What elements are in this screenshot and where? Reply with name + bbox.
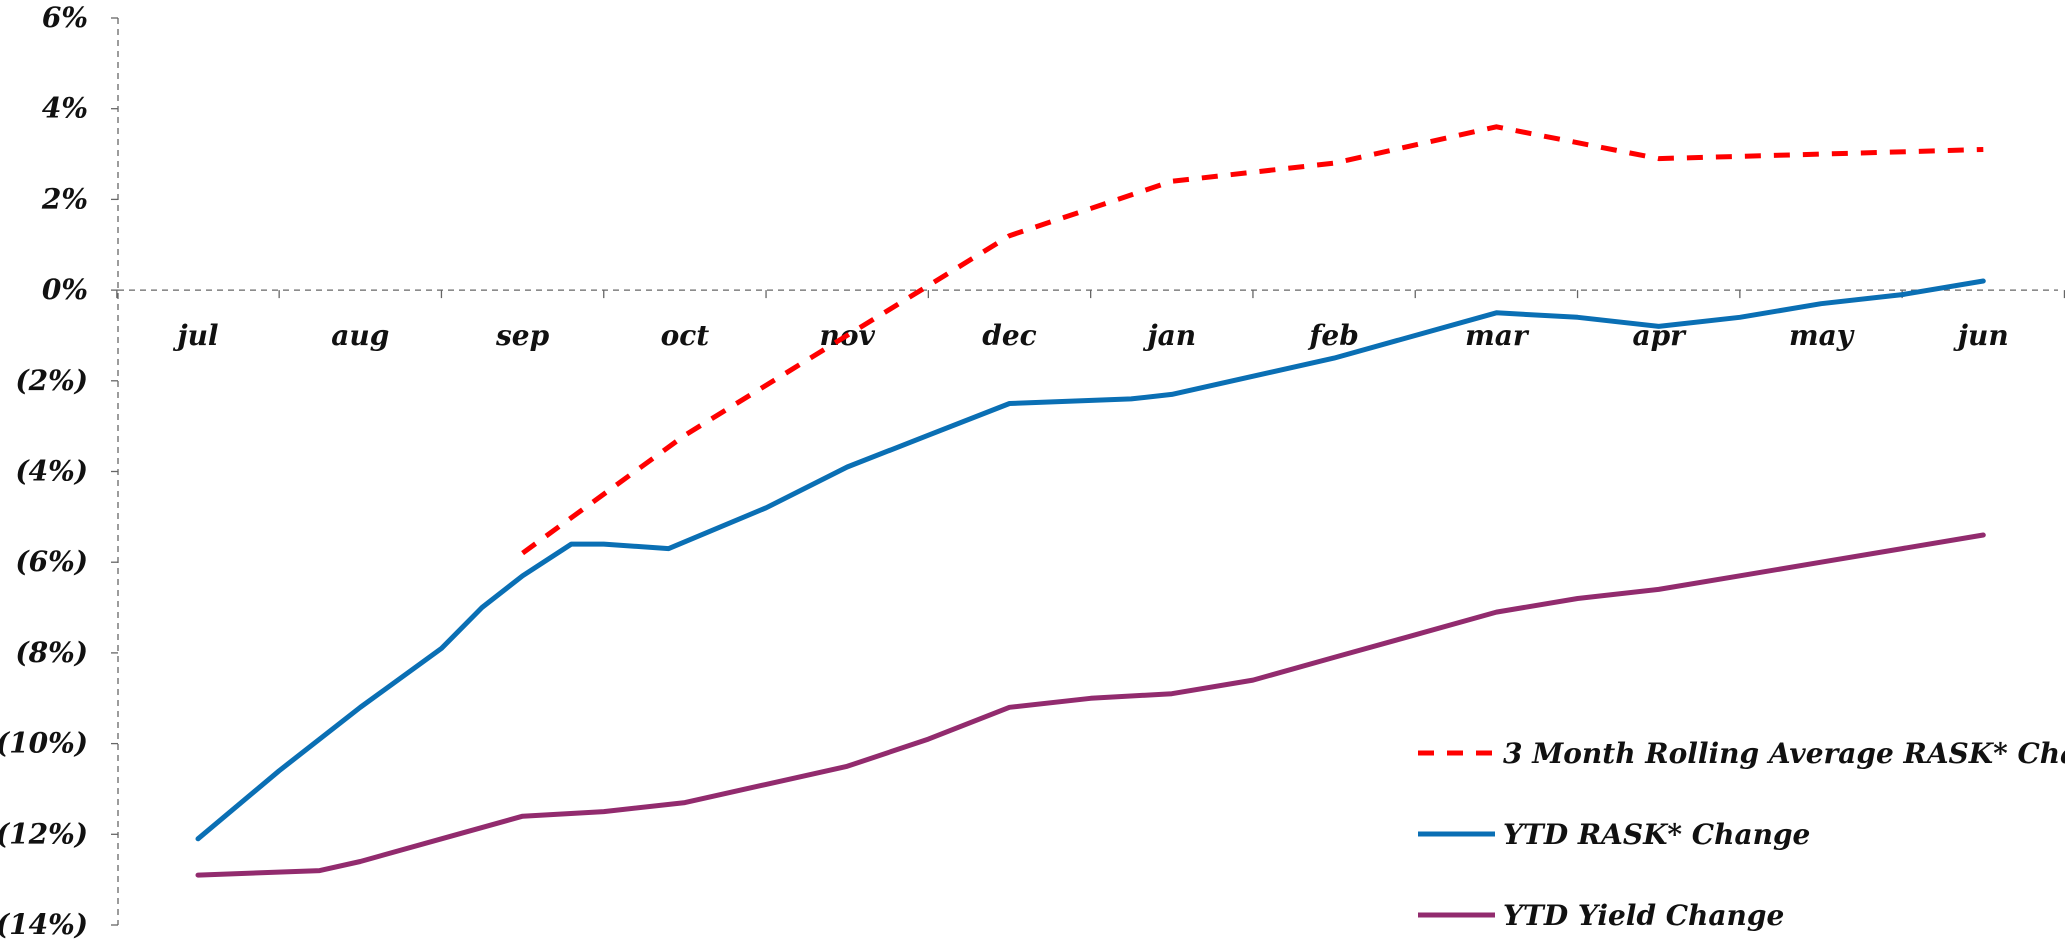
y-tick-label: (14%): [0, 908, 88, 941]
legend: 3 Month Rolling Average RASK* Change YTD …: [1418, 737, 2065, 932]
x-tick-label: sep: [495, 319, 550, 352]
x-tick-label: jul: [172, 319, 218, 352]
y-tick-label: (10%): [0, 727, 88, 760]
y-tick-label: (8%): [15, 636, 88, 669]
series-line-1: [521, 124, 1984, 556]
legend-label: YTD Yield Change: [1503, 899, 1784, 932]
y-tick-label: 0%: [42, 273, 88, 306]
series-line-2: [195, 278, 1986, 842]
legend-label: 3 Month Rolling Average RASK* Change: [1503, 737, 2065, 770]
series-line-3: [195, 532, 1986, 878]
y-tick-label: 6%: [42, 1, 88, 34]
x-tick-label: may: [1789, 319, 1855, 352]
x-tick-label: jan: [1142, 319, 1196, 352]
x-tick-label: dec: [982, 319, 1036, 352]
legend-label: YTD RASK* Change: [1503, 818, 1810, 851]
x-tick-label: aug: [331, 319, 389, 352]
series-layer: [195, 124, 1986, 878]
x-tick-label: oct: [661, 319, 710, 352]
x-tick-label: feb: [1307, 319, 1358, 352]
y-tick-label: (2%): [15, 364, 88, 397]
y-tick-label: (4%): [15, 455, 88, 488]
y-tick-label: 2%: [41, 182, 88, 215]
y-tick-label: (12%): [0, 817, 88, 850]
x-tick-label: jun: [1953, 319, 2009, 352]
x-tick-label: mar: [1465, 319, 1530, 352]
y-tick-label: (6%): [15, 545, 88, 578]
y-tick-label: 4%: [42, 92, 88, 125]
